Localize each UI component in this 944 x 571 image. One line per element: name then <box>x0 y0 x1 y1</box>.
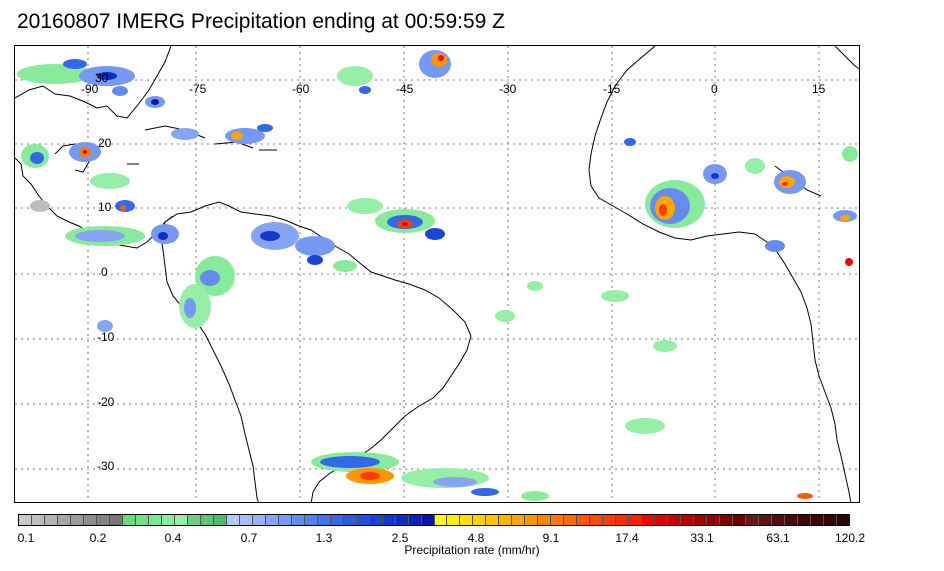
lat-label: -30 <box>97 459 115 473</box>
colorbar-swatch <box>499 515 513 525</box>
colorbar-swatch <box>551 515 565 525</box>
colorbar-swatch <box>226 515 240 525</box>
lon-label: 0 <box>711 82 718 96</box>
precipitation-map: -90 -75 -60 -45 -30 -15 0 15 30 20 10 0 … <box>14 45 860 503</box>
map-canvas <box>15 46 859 502</box>
colorbar-tick: 4.8 <box>467 531 485 545</box>
lon-label: -45 <box>396 82 414 96</box>
colorbar-tick: 17.4 <box>615 531 639 545</box>
lon-label: -60 <box>292 82 310 96</box>
colorbar-swatch <box>187 515 201 525</box>
colorbar-swatch <box>96 515 110 525</box>
lat-label: -20 <box>97 395 115 409</box>
colorbar-swatch <box>629 515 643 525</box>
colorbar-swatch <box>343 515 357 525</box>
colorbar-swatch <box>109 515 123 525</box>
colorbar-swatch <box>824 515 838 525</box>
colorbar-swatch <box>408 515 422 525</box>
colorbar-tick: 63.1 <box>766 531 790 545</box>
colorbar-swatch <box>746 515 760 525</box>
colorbar-tick: 33.1 <box>690 531 714 545</box>
lat-lon-grid <box>15 46 859 502</box>
precipitation-colorbar <box>18 514 850 526</box>
lat-label: 10 <box>98 200 112 214</box>
lon-label: -90 <box>81 82 99 96</box>
colorbar-swatch <box>278 515 292 525</box>
colorbar-swatch <box>525 515 539 525</box>
colorbar-swatch <box>655 515 669 525</box>
colorbar-swatch <box>135 515 149 525</box>
lat-label: 0 <box>101 265 108 279</box>
colorbar-swatch <box>733 515 747 525</box>
colorbar-swatch <box>83 515 97 525</box>
colorbar-swatch <box>681 515 695 525</box>
colorbar-swatch <box>421 515 435 525</box>
precipitation-areas <box>17 50 858 501</box>
lon-label: -15 <box>603 82 621 96</box>
colorbar-swatch <box>720 515 734 525</box>
lon-label: -30 <box>499 82 517 96</box>
colorbar-swatch <box>577 515 591 525</box>
colorbar-tick: 0.4 <box>164 531 182 545</box>
colorbar-swatch <box>382 515 396 525</box>
colorbar-swatch <box>317 515 331 525</box>
colorbar-swatch <box>785 515 799 525</box>
lon-label: 15 <box>812 82 826 96</box>
colorbar-swatch <box>538 515 552 525</box>
colorbar-swatch <box>447 515 461 525</box>
colorbar-swatch <box>148 515 162 525</box>
colorbar-swatch <box>668 515 682 525</box>
colorbar-swatch <box>369 515 383 525</box>
colorbar-swatch <box>57 515 71 525</box>
colorbar-swatch <box>31 515 45 525</box>
colorbar-swatch <box>837 515 849 525</box>
colorbar-swatch <box>759 515 773 525</box>
lat-label: 20 <box>98 136 112 150</box>
colorbar-swatch <box>473 515 487 525</box>
colorbar-tick: 120.2 <box>834 531 866 545</box>
colorbar-swatch <box>44 515 58 525</box>
colorbar-swatch <box>707 515 721 525</box>
colorbar-swatch <box>694 515 708 525</box>
colorbar-swatch <box>616 515 630 525</box>
colorbar-swatch <box>239 515 253 525</box>
colorbar-swatch <box>291 515 305 525</box>
lat-label: -10 <box>97 330 115 344</box>
colorbar-swatch <box>460 515 474 525</box>
colorbar-tick: 0.1 <box>17 531 35 545</box>
colorbar-swatch <box>564 515 578 525</box>
colorbar-swatch <box>486 515 500 525</box>
map-title: 20160807 IMERG Precipitation ending at 0… <box>17 10 505 33</box>
colorbar-tick: 9.1 <box>542 531 560 545</box>
colorbar-tick: 0.7 <box>240 531 258 545</box>
colorbar-swatch <box>590 515 604 525</box>
colorbar-swatch <box>70 515 84 525</box>
colorbar-swatch <box>174 515 188 525</box>
colorbar-swatch <box>213 515 227 525</box>
colorbar-swatch <box>304 515 318 525</box>
colorbar-swatch <box>252 515 266 525</box>
colorbar-swatch <box>603 515 617 525</box>
colorbar-tick: 0.2 <box>89 531 107 545</box>
colorbar-swatch <box>512 515 526 525</box>
colorbar-label: Precipitation rate (mm/hr) <box>404 543 540 557</box>
lat-label: 30 <box>95 71 109 85</box>
lon-label: -75 <box>189 82 207 96</box>
colorbar-swatch <box>19 515 32 525</box>
colorbar-swatch <box>395 515 409 525</box>
colorbar-swatch <box>161 515 175 525</box>
colorbar-swatch <box>811 515 825 525</box>
colorbar-swatch <box>330 515 344 525</box>
colorbar-tick: 2.5 <box>391 531 409 545</box>
colorbar-swatch <box>122 515 136 525</box>
colorbar-swatch <box>772 515 786 525</box>
colorbar-swatch <box>434 515 448 525</box>
colorbar-swatch <box>200 515 214 525</box>
colorbar-swatch <box>356 515 370 525</box>
colorbar-swatch <box>642 515 656 525</box>
colorbar-swatch <box>798 515 812 525</box>
colorbar-tick: 1.3 <box>315 531 333 545</box>
colorbar-swatch <box>265 515 279 525</box>
